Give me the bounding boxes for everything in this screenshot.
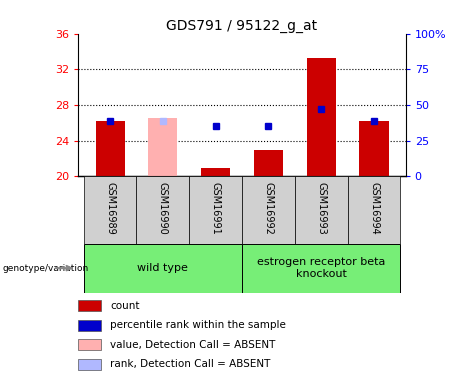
Bar bbox=[148, 118, 177, 176]
Text: GSM16993: GSM16993 bbox=[316, 182, 326, 234]
Text: GSM16989: GSM16989 bbox=[105, 182, 115, 234]
Bar bbox=[78, 358, 101, 370]
Text: count: count bbox=[110, 301, 140, 310]
Bar bbox=[78, 339, 101, 350]
Text: genotype/variation: genotype/variation bbox=[2, 264, 89, 273]
Bar bbox=[295, 176, 348, 244]
Text: rank, Detection Call = ABSENT: rank, Detection Call = ABSENT bbox=[110, 359, 271, 369]
Bar bbox=[95, 121, 124, 176]
Text: GSM16992: GSM16992 bbox=[263, 182, 273, 234]
Bar bbox=[242, 176, 295, 244]
Bar bbox=[307, 58, 336, 176]
Bar bbox=[83, 244, 242, 292]
Bar bbox=[189, 176, 242, 244]
Text: GSM16994: GSM16994 bbox=[369, 182, 379, 234]
Text: value, Detection Call = ABSENT: value, Detection Call = ABSENT bbox=[110, 340, 276, 350]
Bar bbox=[136, 176, 189, 244]
Bar bbox=[201, 168, 230, 176]
Text: GSM16991: GSM16991 bbox=[211, 182, 221, 234]
Bar bbox=[348, 176, 401, 244]
Bar bbox=[242, 244, 401, 292]
Bar bbox=[78, 300, 101, 311]
Text: percentile rank within the sample: percentile rank within the sample bbox=[110, 320, 286, 330]
Bar bbox=[254, 150, 283, 176]
Bar bbox=[78, 320, 101, 331]
Bar bbox=[83, 176, 136, 244]
Title: GDS791 / 95122_g_at: GDS791 / 95122_g_at bbox=[166, 19, 318, 33]
Text: GSM16990: GSM16990 bbox=[158, 182, 168, 234]
Bar bbox=[360, 121, 389, 176]
Text: estrogen receptor beta
knockout: estrogen receptor beta knockout bbox=[257, 257, 385, 279]
Text: wild type: wild type bbox=[137, 263, 188, 273]
